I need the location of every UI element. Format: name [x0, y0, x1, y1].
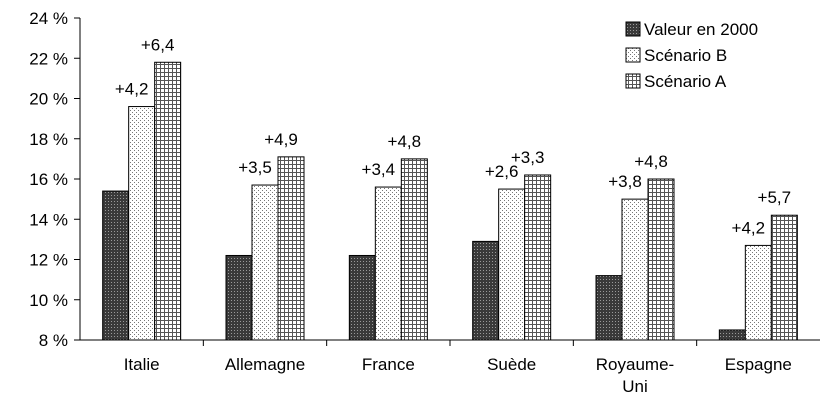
y-tick-label: 16 % — [29, 170, 68, 189]
legend: Valeur en 2000 Scénario B Scénario A — [625, 20, 758, 91]
bar-3-2 — [277, 156, 305, 341]
legend-swatch — [625, 73, 641, 89]
x-tick-label: Italie — [124, 355, 160, 374]
bars — [102, 61, 798, 341]
bar-2-4 — [498, 188, 526, 341]
bar-3-3 — [400, 158, 428, 341]
x-tick-label: Suède — [487, 355, 536, 374]
bar-2-5 — [621, 198, 649, 341]
bar-1-1 — [102, 190, 130, 341]
legend-label: Valeur en 2000 — [644, 20, 758, 39]
y-tick-label: 22 % — [29, 49, 68, 68]
y-tick-label: 14 % — [29, 210, 68, 229]
bar-1-3 — [348, 254, 376, 341]
data-label: +4,9 — [264, 130, 298, 149]
bar-1-6 — [718, 329, 746, 341]
legend-swatch — [625, 47, 641, 63]
data-label: +4,8 — [634, 152, 668, 171]
data-labels: +4,2+6,4+3,5+4,9+3,4+4,8+2,6+3,3+3,8+4,8… — [115, 35, 791, 237]
legend-label: Scénario B — [644, 46, 727, 65]
bar-3-1 — [154, 61, 182, 341]
data-label: +3,5 — [238, 158, 272, 177]
y-tick-label: 10 % — [29, 291, 68, 310]
x-tick-label: France — [362, 355, 415, 374]
x-tick-label: Espagne — [725, 355, 792, 374]
bar-3-4 — [524, 174, 552, 341]
axes: 8 % 10 % 12 % 14 % 16 % 18 % 20 % 22 % 24 % Itali… — [29, 9, 820, 396]
bar-3-5 — [647, 178, 675, 341]
y-tick-label: 20 % — [29, 90, 68, 109]
bar-3-6 — [770, 214, 798, 341]
data-label: +2,6 — [485, 162, 519, 181]
legend-swatch — [625, 21, 641, 37]
data-label: +3,4 — [362, 160, 396, 179]
data-label: +6,4 — [141, 35, 175, 54]
data-label: +4,2 — [732, 218, 766, 237]
data-label: +4,2 — [115, 80, 149, 99]
y-tick-label: 12 % — [29, 251, 68, 270]
y-tick-label: 18 % — [29, 130, 68, 149]
bar-1-5 — [595, 275, 623, 341]
data-label: +4,8 — [388, 132, 422, 151]
bar-2-2 — [251, 184, 279, 341]
bar-1-2 — [225, 254, 253, 341]
bar-2-1 — [128, 106, 156, 341]
data-label: +3,8 — [608, 172, 642, 191]
x-tick-label: Royaume-Uni — [596, 355, 674, 396]
bar-1-4 — [472, 240, 500, 341]
data-label: +5,7 — [758, 188, 792, 207]
y-tick-label: 24 % — [29, 9, 68, 28]
legend-label: Scénario A — [644, 72, 727, 91]
y-tick-label: 8 % — [39, 331, 68, 350]
bar-2-6 — [744, 244, 772, 341]
x-tick-label: Allemagne — [225, 355, 305, 374]
bar-2-3 — [374, 186, 402, 341]
data-label: +3,3 — [511, 148, 545, 167]
